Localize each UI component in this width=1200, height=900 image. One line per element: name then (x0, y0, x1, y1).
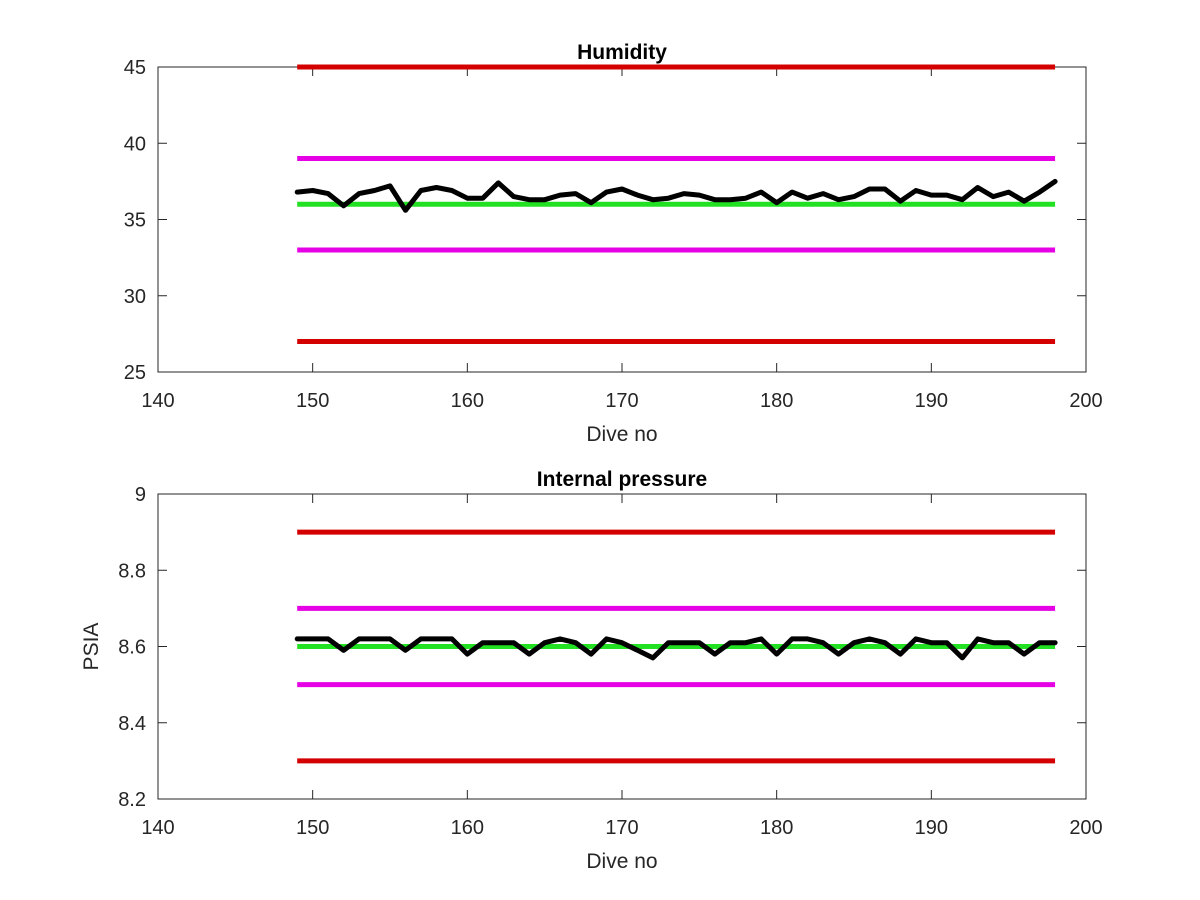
y-tick-label: 30 (124, 286, 146, 308)
y-tick-label: 35 (124, 210, 146, 232)
x-tick-label: 200 (1069, 817, 1102, 839)
y-tick-label: 40 (124, 133, 146, 155)
x-tick-label: 150 (296, 390, 329, 412)
y-tick-label: 45 (124, 57, 146, 79)
x-tick-label: 170 (605, 390, 638, 412)
x-tick-label: 200 (1069, 390, 1102, 412)
x-tick-label: 190 (915, 817, 948, 839)
x-tick-label: 140 (141, 390, 174, 412)
x-axis-label: Dive no (586, 850, 657, 873)
series-line (294, 178, 1058, 213)
x-tick-label: 160 (451, 817, 484, 839)
y-tick-label: 8.4 (118, 713, 146, 735)
x-tick-label: 180 (760, 817, 793, 839)
series-line (294, 636, 1058, 661)
x-tick-label: 140 (141, 817, 174, 839)
y-tick-label: 9 (135, 484, 146, 506)
humidity-chart: 140 150 160 170 180 190 200 25 30 35 40 45 Humidity D… (124, 41, 1103, 446)
chart-title: Internal pressure (537, 468, 707, 491)
chart-title: Humidity (577, 41, 667, 64)
x-axis-label: Dive no (586, 423, 657, 446)
x-tick-label: 160 (451, 390, 484, 412)
y-tick-label: 25 (124, 362, 146, 384)
x-tick-label: 180 (760, 390, 793, 412)
y-tick-label: 8.2 (118, 789, 146, 811)
x-tick-label: 170 (605, 817, 638, 839)
y-tick-label: 8.6 (118, 637, 146, 659)
plot-area (157, 66, 1087, 373)
y-tick-label: 8.8 (118, 560, 146, 582)
y-axis-label: PSIA (80, 623, 103, 671)
x-tick-label: 190 (915, 390, 948, 412)
x-tick-label: 150 (296, 817, 329, 839)
internal-pressure-chart: 140 150 160 170 180 190 200 8.2 8.4 8.6 8.8 9 Intern… (80, 468, 1103, 873)
